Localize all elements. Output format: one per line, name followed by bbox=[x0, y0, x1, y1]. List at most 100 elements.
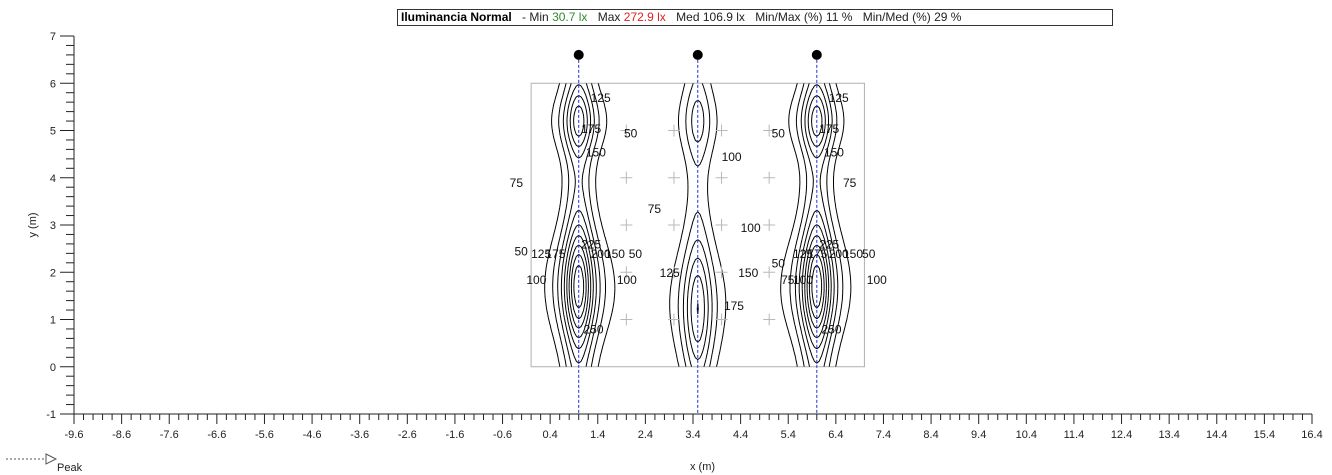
y-tick-label: 3 bbox=[50, 220, 56, 232]
y-tick-label: 2 bbox=[50, 267, 56, 279]
contour-label: 100 bbox=[722, 150, 742, 164]
peak-label: Peak bbox=[57, 462, 83, 474]
calculation-grid bbox=[620, 124, 776, 326]
x-tick-label: -9.6 bbox=[65, 429, 84, 441]
y-tick-label: 1 bbox=[50, 315, 56, 327]
x-tick-label: -3.6 bbox=[350, 429, 369, 441]
x-tick-label: -5.6 bbox=[255, 429, 274, 441]
header-title: Iluminancia Normal bbox=[401, 10, 512, 24]
grid-point-marker bbox=[763, 124, 776, 137]
contour-label: 175 bbox=[807, 247, 827, 261]
med-value: 106.9 lx bbox=[702, 10, 745, 24]
contour-100 bbox=[557, 83, 839, 367]
grid-point-marker bbox=[715, 124, 728, 137]
x-tick-label: -0.6 bbox=[493, 429, 512, 441]
x-tick-label: 0.4 bbox=[543, 429, 558, 441]
contour-label: 100 bbox=[793, 273, 813, 287]
contour-label: 200 bbox=[829, 247, 849, 261]
y-tick-label: 4 bbox=[50, 173, 56, 185]
grid-point-marker bbox=[620, 219, 633, 231]
grid-point-marker bbox=[715, 266, 728, 279]
contour-label: 100 bbox=[867, 273, 887, 287]
axes: -9.6 -8.6 -7.6 -6.6 -5.6 -4.6 -3.6 -2.6 -1.6 -0.6… bbox=[27, 31, 1323, 473]
y-tick-label: 0 bbox=[50, 362, 56, 374]
grid-point-marker bbox=[667, 124, 680, 137]
med-label: Med bbox=[676, 10, 700, 24]
grid-point-marker bbox=[667, 313, 680, 326]
x-tick-label: 7.4 bbox=[876, 429, 891, 441]
grid-point-marker bbox=[763, 266, 776, 279]
contour-label: 175 bbox=[545, 247, 565, 261]
contour-label: 100 bbox=[526, 273, 546, 287]
x-tick-label: 10.4 bbox=[1016, 429, 1037, 441]
x-tick-label: 13.4 bbox=[1158, 429, 1179, 441]
x-tick-label: 11.4 bbox=[1064, 429, 1085, 441]
luminaire-dot bbox=[692, 49, 703, 60]
contour-225 bbox=[570, 254, 825, 320]
grid-point-marker bbox=[715, 219, 728, 231]
grid-point-marker bbox=[620, 266, 633, 279]
contour-label: 150 bbox=[605, 247, 625, 261]
min-label: - Min bbox=[522, 10, 549, 24]
grid-point-marker bbox=[667, 171, 680, 184]
grid-point-marker bbox=[715, 313, 728, 326]
grid-point-marker bbox=[715, 171, 728, 184]
x-tick-label: -4.6 bbox=[303, 429, 322, 441]
minmax-value: 11 % bbox=[825, 10, 853, 24]
contour-label: 75 bbox=[843, 176, 857, 190]
minmed-label: Min/Med (%) bbox=[862, 10, 931, 24]
x-tick-label: 6.4 bbox=[828, 429, 843, 441]
contour-label: 125 bbox=[531, 247, 551, 261]
x-tick-label: 12.4 bbox=[1111, 429, 1132, 441]
contour-label: 250 bbox=[822, 323, 842, 337]
minmed-value: 29 % bbox=[934, 10, 962, 24]
contour-label: 125 bbox=[591, 91, 611, 105]
luminaire-dot bbox=[811, 49, 822, 60]
contour-label: 175 bbox=[819, 122, 839, 136]
statistics-header: Iluminancia Normal - Min 30.7 lx Max 272… bbox=[397, 9, 1113, 26]
contour-label: 125 bbox=[660, 266, 680, 280]
y-tick-label: 6 bbox=[50, 78, 56, 90]
x-tick-label: 9.4 bbox=[971, 429, 986, 441]
x-tick-label: 4.4 bbox=[733, 429, 748, 441]
y-axis-label: y (m) bbox=[27, 212, 39, 237]
luminaires bbox=[573, 49, 822, 414]
x-tick-label: -1.6 bbox=[445, 429, 464, 441]
contour-label: 175 bbox=[724, 299, 744, 313]
contour-200 bbox=[568, 244, 827, 329]
contour-label: 125 bbox=[829, 91, 849, 105]
contour-50 bbox=[544, 83, 852, 367]
grid-point-marker bbox=[763, 171, 776, 184]
x-tick-label: 15.4 bbox=[1254, 429, 1275, 441]
y-tick-label: 7 bbox=[50, 31, 56, 43]
contour-label: 50 bbox=[772, 257, 786, 271]
contour-label: 250 bbox=[583, 323, 603, 337]
x-tick-label: -2.6 bbox=[398, 429, 417, 441]
contour-label: 200 bbox=[591, 247, 611, 261]
x-tick-label: -7.6 bbox=[160, 429, 179, 441]
contour-label: 75 bbox=[510, 176, 524, 190]
minmax-label: Min/Max (%) bbox=[755, 10, 823, 24]
grid-point-marker bbox=[620, 313, 633, 326]
contour-label: 225 bbox=[819, 238, 839, 252]
grid-point-marker bbox=[667, 219, 680, 231]
y-tick-label: 5 bbox=[50, 126, 56, 138]
contour-150 bbox=[563, 95, 832, 350]
x-tick-label: 14.4 bbox=[1206, 429, 1227, 441]
x-tick-label: 2.4 bbox=[638, 429, 653, 441]
contour-label: 150 bbox=[824, 145, 844, 159]
contour-label: 125 bbox=[793, 247, 813, 261]
contour-label: 50 bbox=[772, 127, 786, 141]
grid-point-marker bbox=[620, 171, 633, 184]
grid-point-marker bbox=[620, 124, 633, 137]
contour-label: 75 bbox=[648, 202, 662, 216]
contour-lines bbox=[544, 83, 852, 367]
peak-arrow-icon bbox=[45, 453, 58, 465]
x-tick-label: 8.4 bbox=[923, 429, 938, 441]
grid-point-marker bbox=[763, 219, 776, 231]
contour-label: 75 bbox=[781, 273, 795, 287]
contour-label: 100 bbox=[617, 273, 637, 287]
contour-label: 150 bbox=[586, 145, 606, 159]
contour-label: 175 bbox=[581, 122, 601, 136]
